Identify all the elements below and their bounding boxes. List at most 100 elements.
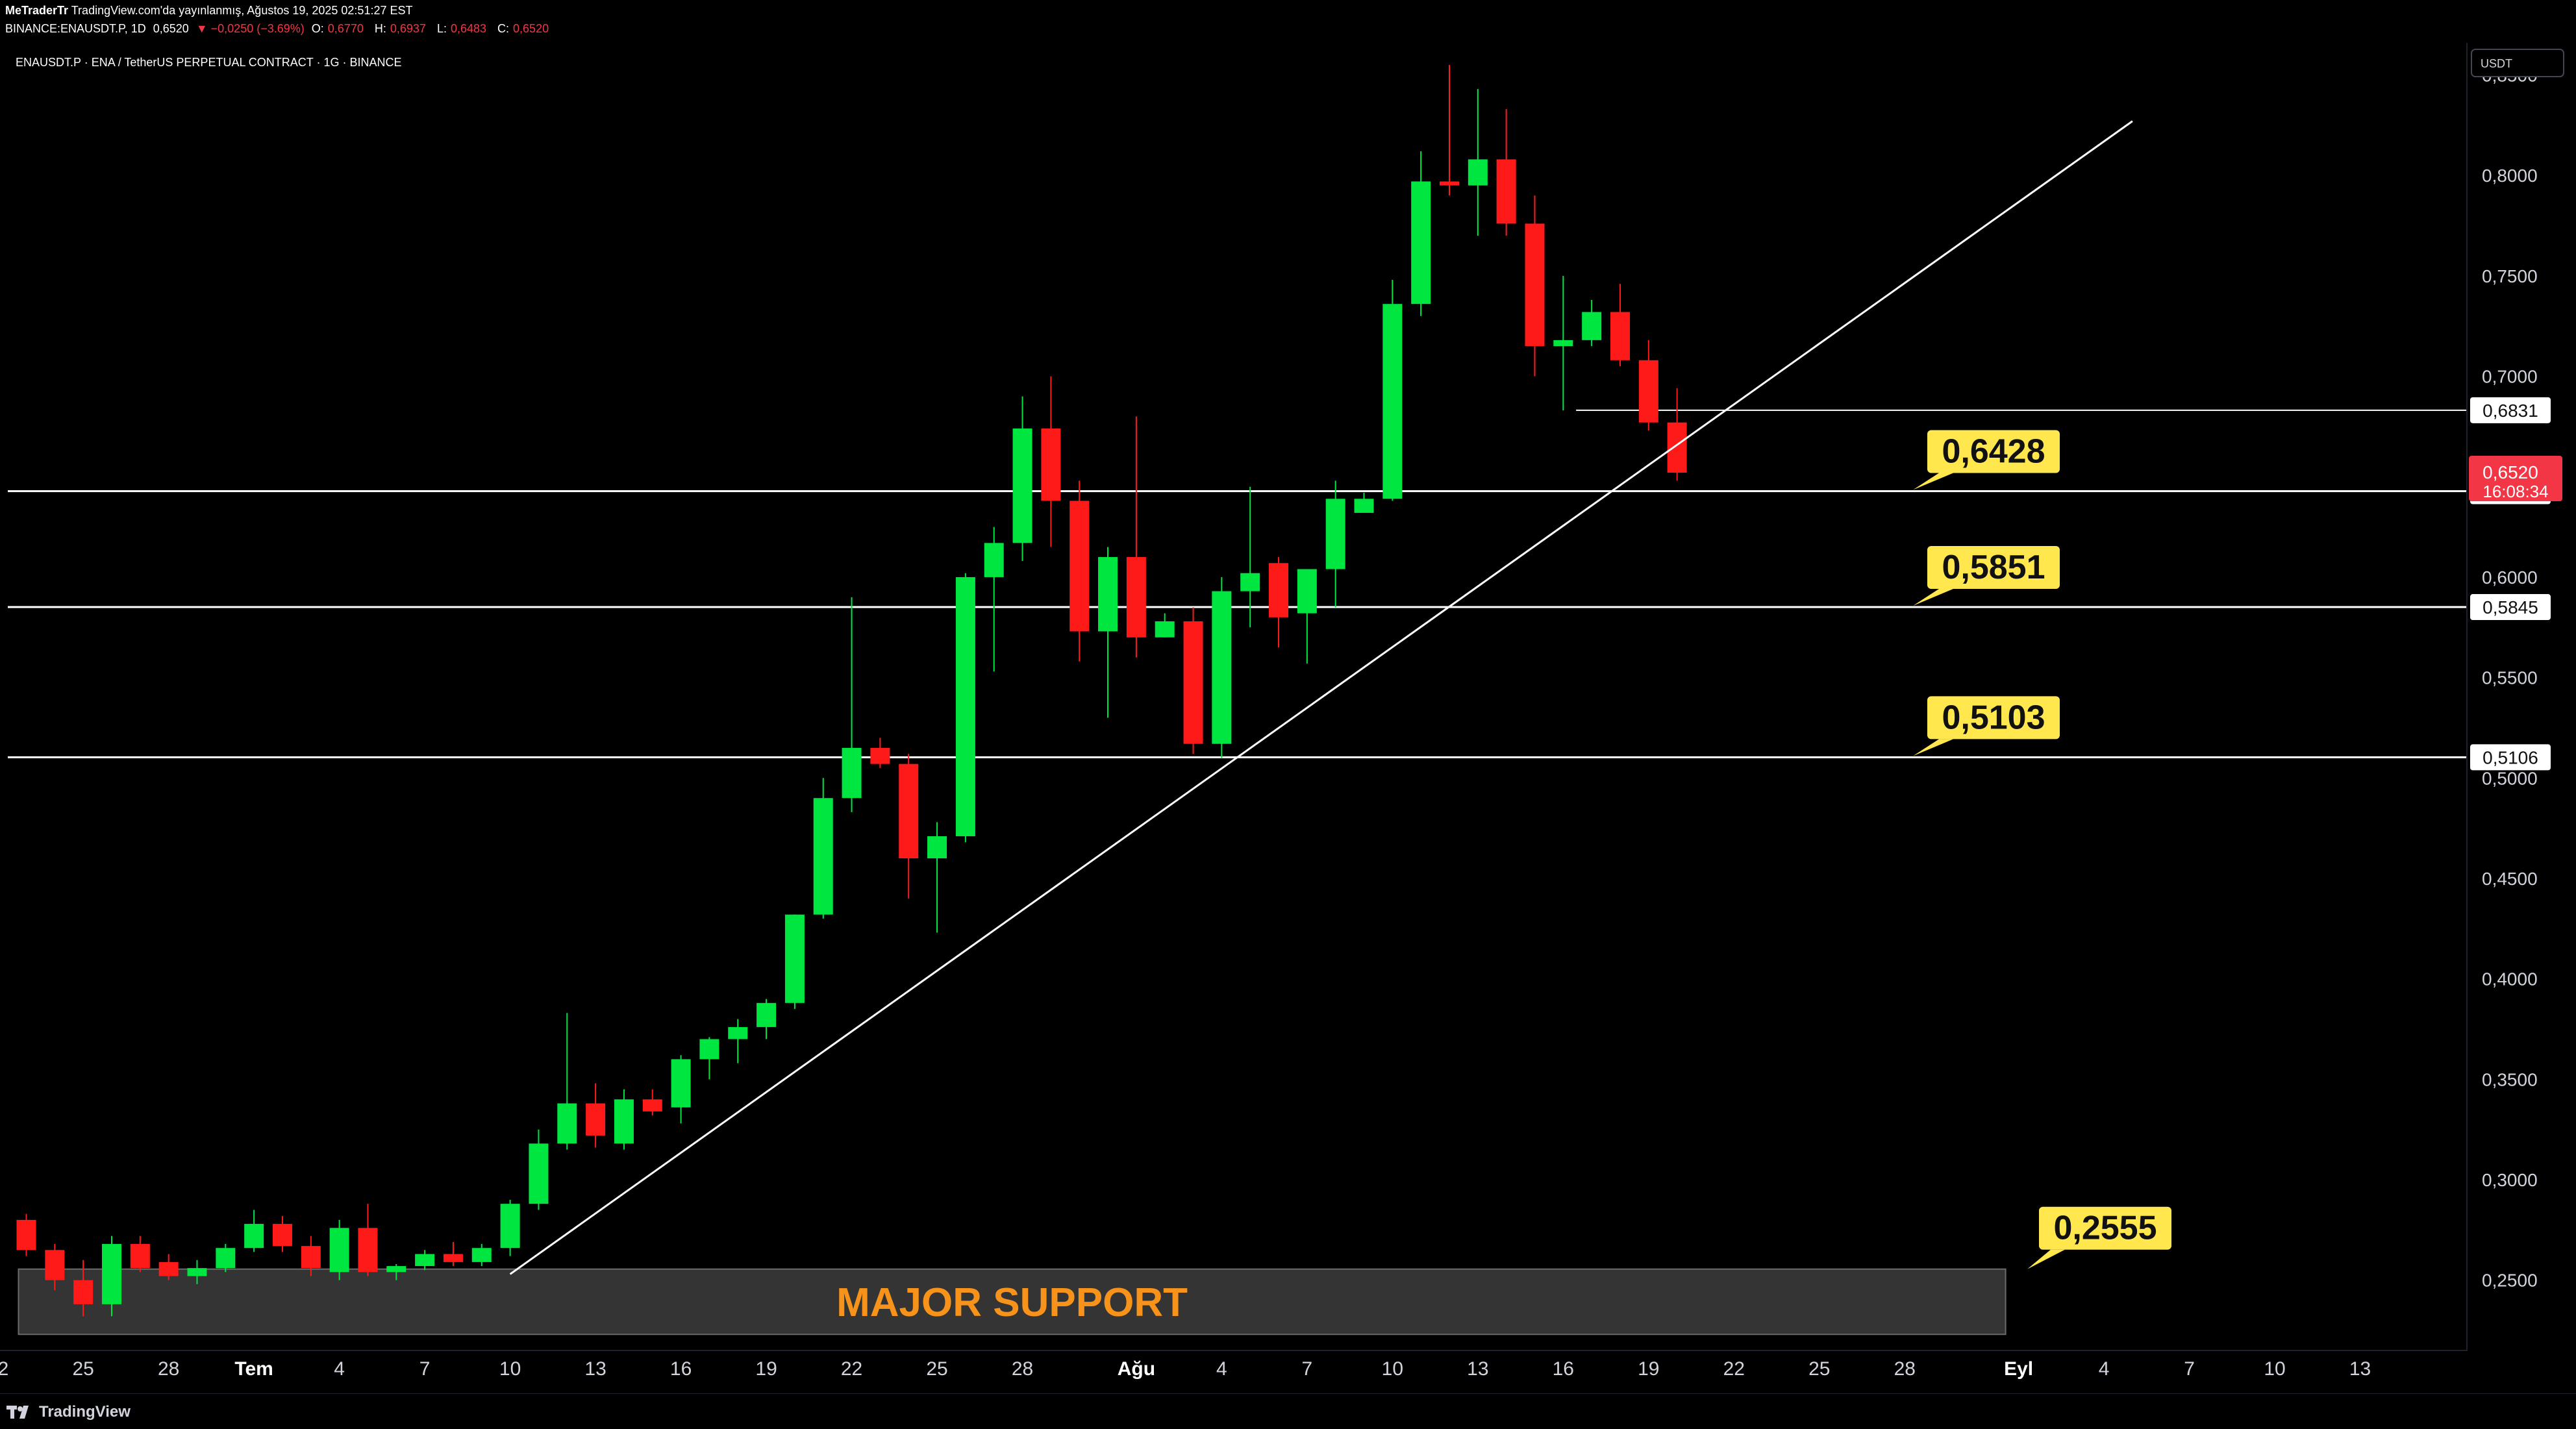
time-tick-label: 10 — [2264, 1358, 2285, 1380]
candle-body — [1411, 181, 1431, 304]
time-tick-label: 7 — [419, 1358, 431, 1380]
candle-body — [757, 1002, 777, 1027]
candle — [671, 1055, 691, 1124]
candle — [1069, 480, 1090, 662]
candle-body — [1240, 573, 1260, 591]
candle-body — [443, 1254, 463, 1262]
candle-body — [73, 1280, 94, 1304]
level-callout-box — [1927, 696, 2060, 739]
high-label: H: 0,6937 — [374, 22, 426, 35]
time-tick-label: 16 — [1553, 1358, 1574, 1380]
candle — [244, 1210, 264, 1252]
level-callout-box — [1927, 430, 2060, 473]
candle — [386, 1263, 406, 1280]
level-callout-box — [1927, 546, 2060, 590]
candle-body — [1069, 501, 1090, 632]
level-axis-label-box — [2470, 744, 2551, 771]
candle — [955, 573, 975, 843]
candle — [1638, 340, 1658, 431]
publisher-name: MeTraderTr — [5, 4, 69, 17]
time-axis[interactable]: 22 25 28 Tem 4 7 10 13 16 19 22 25 28 Ağu 4 7 10 13 16 19 22… — [0, 1358, 2371, 1380]
time-tick-label: Eyl — [2004, 1358, 2033, 1380]
price-change: ▼ −0,0250 (−3.69%) — [195, 22, 305, 35]
candle — [415, 1250, 435, 1271]
time-tick-label: 19 — [755, 1358, 777, 1380]
candle-body — [158, 1261, 179, 1276]
candle-body — [813, 798, 833, 915]
candle — [586, 1083, 606, 1148]
candle — [16, 1213, 36, 1256]
price-axis[interactable]: 0,85000,80000,75000,70000,65000,60000,55… — [2482, 65, 2538, 1290]
candle-body — [927, 836, 947, 859]
time-tick-label: 28 — [1012, 1358, 1033, 1380]
candle-body — [1610, 312, 1630, 360]
time-tick-label: 25 — [1808, 1358, 1830, 1380]
close-label: C: 0,6520 — [497, 22, 549, 35]
candle-body — [1098, 556, 1118, 632]
level-axis-label-box — [2470, 594, 2551, 621]
time-tick-label: 7 — [1302, 1358, 1313, 1380]
candle — [158, 1254, 179, 1280]
candle — [1325, 480, 1345, 608]
candle — [443, 1241, 463, 1267]
symbol-interval: BINANCE:ENAUSDT.P, 1D — [5, 22, 146, 35]
candle-body — [386, 1266, 406, 1273]
candle — [1269, 556, 1289, 648]
time-tick-label: 25 — [926, 1358, 947, 1380]
candle — [614, 1089, 634, 1150]
price-chart[interactable]: MAJOR SUPPORT 0,6428 0,5851 0,5103 0,2555 0… — [0, 0, 2576, 1393]
candle-body — [1667, 422, 1687, 473]
candle-body — [699, 1039, 719, 1060]
candle — [813, 778, 833, 919]
support-callout-text: 0,2555 — [2053, 1210, 2157, 1247]
price-tick-label: 0,3500 — [2482, 1069, 2538, 1089]
candle-body — [16, 1219, 36, 1250]
candle — [1525, 195, 1545, 377]
level-axis-label: 0,5845 — [2482, 597, 2538, 617]
price-tick-label: 0,7500 — [2482, 266, 2538, 286]
currency-label: USDT — [2481, 57, 2512, 70]
level-callout-pointer — [1913, 473, 1953, 490]
candle — [899, 754, 919, 899]
publish-line: MeTraderTr TradingView.com'da yayınlanmı… — [5, 4, 417, 18]
time-tick-label: 28 — [158, 1358, 179, 1380]
support-zone — [18, 1268, 2007, 1336]
time-tick-label: 10 — [499, 1358, 521, 1380]
candle-body — [1269, 563, 1289, 617]
candle-body — [216, 1248, 236, 1269]
candle — [784, 914, 805, 1010]
candle-body — [842, 747, 862, 799]
candle — [500, 1199, 520, 1256]
time-tick-label: 16 — [670, 1358, 692, 1380]
time-tick-label: 22 — [1723, 1358, 1745, 1380]
time-tick-label: 4 — [334, 1358, 345, 1380]
candle — [1553, 275, 1573, 411]
candles-layer — [16, 65, 1687, 1317]
tradingview-logo[interactable]: TradingView — [6, 1403, 131, 1421]
candle — [1183, 607, 1203, 754]
last-price: 0,6520 — [153, 22, 189, 35]
candle — [216, 1244, 236, 1273]
candle-body — [1155, 621, 1175, 638]
currency-button[interactable] — [2471, 49, 2564, 77]
time-tick-label: 13 — [2349, 1358, 2371, 1380]
support-zone-label: MAJOR SUPPORT — [836, 1280, 1188, 1325]
time-tick-label: 4 — [2099, 1358, 2110, 1380]
candle — [1126, 416, 1146, 658]
candle-body — [1325, 499, 1345, 569]
price-tick-label: 0,8000 — [2482, 166, 2538, 186]
candle-body — [1354, 499, 1374, 513]
trendline-layer — [509, 120, 2133, 1275]
candle — [757, 999, 777, 1039]
price-tick-label: 0,4000 — [2482, 969, 2538, 989]
candle — [187, 1260, 207, 1284]
candle — [1468, 89, 1488, 236]
candle-body — [1012, 428, 1032, 543]
candle — [984, 527, 1004, 672]
level-callout-pointer — [1913, 739, 1953, 756]
chart-background — [0, 43, 2576, 1393]
time-tick-label: 7 — [2184, 1358, 2195, 1380]
candle — [130, 1236, 150, 1273]
candle-body — [1525, 223, 1545, 347]
candle — [301, 1236, 321, 1276]
